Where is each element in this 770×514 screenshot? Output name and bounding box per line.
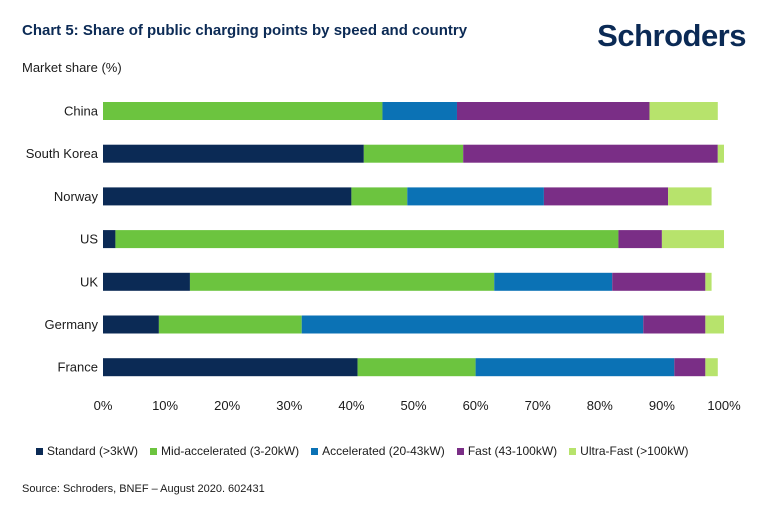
legend-item: Mid-accelerated (3-20kW) [150, 444, 299, 458]
bars-group [103, 102, 724, 377]
bar-segment-china-1 [103, 102, 383, 120]
bar-segment-norway-1 [351, 187, 408, 206]
y-axis-title: Market share (%) [22, 60, 122, 75]
x-tick-label: 20% [214, 398, 240, 413]
bar-segment-france-0 [103, 358, 358, 377]
bar-segment-germany-4 [705, 315, 724, 334]
source-note: Source: Schroders, BNEF – August 2020. 6… [22, 483, 265, 495]
bar-segment-france-4 [705, 358, 718, 377]
x-tick-label: 10% [152, 398, 178, 413]
category-label: US [80, 232, 98, 247]
x-tick-label: 100% [707, 398, 741, 413]
legend-swatch [311, 447, 319, 455]
bar-segment-us-1 [115, 230, 619, 249]
bar-segment-china-4 [649, 102, 718, 120]
bar-segment-south-korea-1 [363, 144, 464, 163]
legend-label: Accelerated (20-43kW) [322, 444, 445, 458]
x-tick-label: 0% [94, 398, 113, 413]
bar-segment-uk-3 [612, 272, 706, 291]
x-tick-label: 30% [276, 398, 302, 413]
bar-segment-germany-0 [103, 315, 159, 334]
category-label: South Korea [26, 146, 99, 161]
bar-segment-norway-4 [668, 187, 712, 206]
bar-segment-germany-1 [158, 315, 302, 334]
bar-segment-france-2 [475, 358, 675, 377]
bar-segment-south-korea-4 [717, 144, 724, 163]
legend-label: Fast (43-100kW) [467, 444, 558, 458]
bar-segment-uk-2 [494, 272, 613, 291]
category-label: China [64, 104, 99, 119]
x-tick-label: 80% [587, 398, 613, 413]
legend-item: Ultra-Fast (>100kW) [569, 444, 689, 458]
bar-segment-south-korea-3 [463, 144, 718, 163]
x-tick-label: 40% [338, 398, 364, 413]
bar-segment-france-1 [357, 358, 476, 377]
legend-label: Standard (>3kW) [47, 444, 139, 458]
legend: Standard (>3kW) Mid-accelerated (3-20kW) A… [36, 444, 689, 458]
schroders-logo: Schroders [597, 18, 746, 53]
category-label: Germany [45, 317, 99, 332]
bar-segment-norway-3 [543, 187, 669, 206]
bar-segment-uk-0 [103, 272, 190, 291]
bar-segment-us-0 [103, 230, 116, 249]
legend-swatch [569, 447, 577, 455]
legend-swatch [36, 447, 43, 455]
bar-segment-uk-4 [705, 272, 712, 291]
bar-segment-germany-2 [301, 315, 644, 334]
legend-label: Ultra-Fast (>100kW) [580, 444, 689, 458]
legend-swatch [456, 447, 464, 455]
x-tick-label: 50% [400, 398, 426, 413]
chart-title: Chart 5: Share of public charging points… [22, 22, 468, 39]
bar-segment-norway-0 [103, 187, 352, 206]
bar-segment-france-3 [674, 358, 706, 377]
legend-label: Mid-accelerated (3-20kW) [161, 444, 300, 458]
bar-segment-germany-3 [643, 315, 706, 334]
category-label: UK [80, 274, 98, 289]
bar-segment-uk-1 [189, 272, 495, 291]
legend-swatch [150, 447, 158, 455]
category-label: France [58, 360, 98, 375]
legend-item: Fast (43-100kW) [456, 444, 558, 458]
bar-segment-china-2 [382, 102, 457, 120]
x-tick-label: 60% [463, 398, 489, 413]
x-tick-label: 70% [525, 398, 551, 413]
x-axis-tick-labels: 0% 10% 20% 30% 40% 50% 60% 70% 80% 90% 100% [94, 398, 741, 413]
bar-segment-us-3 [618, 230, 662, 249]
bar-segment-south-korea-0 [103, 144, 364, 163]
legend-item: Standard (>3kW) [36, 444, 138, 458]
x-tick-label: 90% [649, 398, 675, 413]
bar-segment-us-4 [661, 230, 724, 249]
bar-segment-norway-2 [407, 187, 544, 206]
legend-item: Accelerated (20-43kW) [311, 444, 445, 458]
category-labels: China South Korea Norway US UK Germany France [26, 104, 99, 375]
category-label: Norway [54, 189, 99, 204]
bar-segment-china-3 [456, 102, 650, 120]
